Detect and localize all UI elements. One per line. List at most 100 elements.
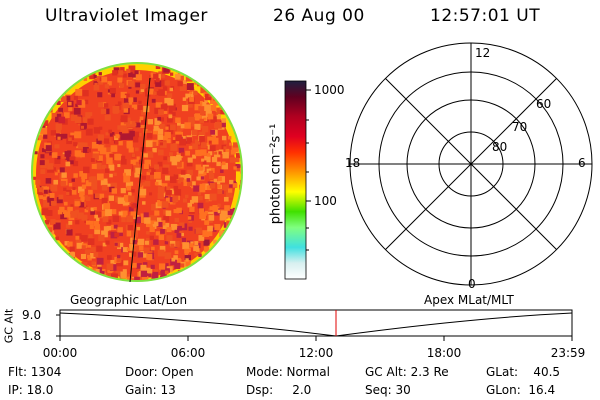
disk-speckle [80, 196, 85, 201]
disk-speckle [74, 131, 82, 139]
disk-speckle [84, 249, 92, 256]
disk-speckle [232, 69, 240, 77]
disk-speckle [96, 138, 102, 144]
disk-speckle [70, 277, 75, 280]
disk-speckle [134, 70, 139, 75]
disk-speckle [107, 89, 112, 93]
disk-speckle [91, 261, 96, 266]
disk-speckle [69, 70, 74, 75]
disk-speckle [136, 263, 142, 269]
disk-speckle [101, 230, 108, 238]
disk-speckle [98, 79, 104, 85]
disk-speckle [228, 188, 233, 193]
disk-speckle [90, 276, 97, 280]
disk-speckle [126, 140, 133, 148]
disk-speckle [89, 224, 94, 230]
disk-speckle [80, 253, 87, 260]
disk-speckle [196, 68, 202, 74]
disk-speckle [38, 187, 44, 193]
disk-speckle [205, 93, 212, 101]
disk-speckle [217, 91, 222, 96]
disk-speckle [228, 251, 236, 259]
disk-speckle [94, 224, 101, 230]
disk-speckle [135, 147, 139, 152]
disk-speckle [194, 252, 198, 256]
disk-speckle [226, 73, 233, 80]
disk-speckle [74, 201, 80, 207]
disk-speckle [215, 75, 220, 80]
disk-speckle [222, 278, 226, 280]
disk-speckle [50, 200, 56, 206]
disk-speckle [122, 172, 126, 176]
disk-speckle [128, 65, 136, 73]
y-tick-9: 9.0 [22, 308, 42, 322]
disk-speckle [91, 179, 98, 186]
disk-speckle [33, 246, 39, 251]
disk-speckle [138, 245, 144, 251]
x-tick-2359: 23:59 [550, 346, 586, 360]
disk-speckle [135, 161, 139, 165]
disk-speckle [169, 196, 175, 202]
disk-speckle [120, 120, 127, 126]
disk-speckle [83, 117, 90, 123]
disk-speckle [68, 101, 72, 106]
disk-speckle [185, 150, 191, 156]
disk-speckle [169, 116, 174, 121]
disk-speckle [160, 104, 168, 111]
disk-speckle [231, 76, 235, 80]
disk-speckle [120, 271, 127, 279]
disk-speckle [124, 93, 130, 99]
disk-speckle [51, 112, 58, 119]
disk-speckle [137, 104, 143, 110]
disk-speckle [186, 178, 191, 182]
disk-speckle [236, 167, 241, 172]
disk-speckle [195, 227, 202, 234]
disk-speckle [81, 245, 86, 250]
disk-speckle [144, 217, 151, 224]
disk-speckle [226, 208, 234, 216]
disk-speckle [65, 161, 71, 167]
disk-speckle [218, 74, 223, 80]
disk-speckle [111, 188, 118, 194]
disk-speckle [73, 142, 78, 147]
dsp-value: Dsp: 2.0 [246, 383, 312, 397]
disk-speckle [237, 107, 241, 112]
disk-speckle [166, 124, 174, 132]
disk-speckle [232, 81, 239, 88]
disk-speckle [133, 131, 140, 138]
colorbar-unit-label: photon cm⁻²s⁻¹ [268, 123, 283, 225]
disk-speckle [51, 152, 58, 158]
disk-speckle [205, 199, 209, 203]
disk-speckle [151, 142, 157, 147]
disk-speckle [34, 100, 38, 104]
disk-speckle [210, 129, 216, 135]
disk-speckle [118, 141, 123, 146]
disk-speckle [210, 116, 217, 123]
disk-speckle [66, 229, 73, 236]
disk-speckle [36, 184, 40, 188]
disk-speckle [56, 89, 61, 94]
disk-speckle [51, 270, 57, 276]
disk-speckle [145, 238, 151, 243]
disk-speckle [109, 153, 116, 161]
disk-speckle [82, 142, 88, 148]
disk-speckle [125, 197, 131, 203]
disk-speckle [140, 216, 148, 223]
disk-speckle [130, 159, 135, 164]
disk-speckle [188, 145, 193, 150]
disk-speckle [74, 116, 82, 124]
mlat-label-80: 80 [492, 140, 508, 154]
disk-speckle [81, 117, 87, 122]
disk-speckle [46, 210, 53, 216]
disk-speckle [225, 191, 233, 198]
disk-speckle [189, 273, 197, 280]
disk-speckle [138, 185, 144, 191]
disk-speckle [50, 85, 54, 89]
disk-speckle [138, 90, 143, 95]
disk-speckle [33, 222, 38, 227]
disk-speckle [98, 102, 104, 108]
disk-speckle [81, 277, 87, 280]
disk-speckle [113, 224, 118, 229]
disk-speckle [127, 274, 133, 279]
disk-speckle [101, 76, 108, 83]
